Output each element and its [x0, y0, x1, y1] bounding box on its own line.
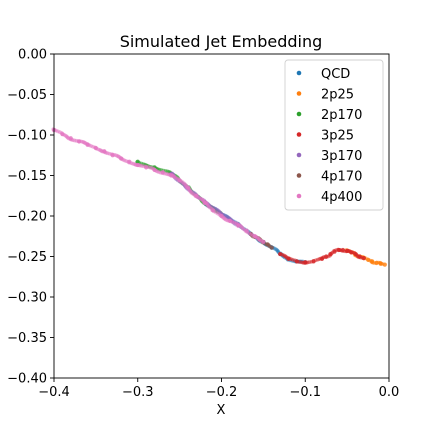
y-tick-label: −0.30 — [7, 291, 47, 306]
legend-label: 2p170 — [321, 108, 362, 123]
data-point — [244, 228, 249, 233]
data-point — [169, 173, 174, 178]
axes: −0.4 −0.3 −0.2 −0.1 0.0 0.00 −0.05 −0.10 −0.15 −0… — [7, 48, 399, 401]
data-point — [324, 254, 329, 259]
legend-marker — [296, 70, 302, 76]
data-point — [261, 239, 266, 245]
legend-label: 4p170 — [321, 170, 362, 185]
y-tick-label: −0.25 — [7, 250, 47, 265]
data-point — [365, 257, 371, 262]
legend-entry-2p25: 2p25 — [296, 88, 354, 103]
legend-entry-qcd: QCD — [296, 67, 350, 82]
data-point — [278, 251, 283, 257]
series-4p400 — [51, 127, 266, 245]
data-point — [85, 142, 90, 147]
data-point — [319, 256, 325, 262]
data-point — [236, 223, 241, 228]
data-point — [336, 247, 341, 253]
data-point — [118, 156, 124, 161]
data-point — [211, 208, 216, 213]
data-point — [345, 248, 350, 253]
y-tick-label: −0.05 — [7, 88, 47, 103]
data-points — [51, 127, 387, 267]
legend: QCD 2p25 2p170 3p25 3p170 4p170 4p400 — [284, 59, 384, 211]
legend-marker — [296, 111, 302, 117]
data-point — [269, 245, 274, 250]
data-point — [152, 167, 157, 172]
data-point — [332, 249, 337, 254]
x-tick-label: −0.4 — [38, 385, 70, 400]
data-point — [286, 256, 291, 262]
data-point — [60, 132, 65, 137]
legend-box — [284, 59, 384, 211]
data-point — [93, 145, 98, 151]
legend-label: 3p170 — [321, 149, 362, 164]
data-point — [349, 250, 354, 255]
x-tick-label: −0.2 — [206, 385, 238, 400]
y-tick-label: −0.10 — [7, 129, 47, 144]
data-point — [294, 259, 299, 264]
data-point — [311, 259, 316, 264]
data-point — [160, 170, 165, 175]
chart-title: Simulated Jet Embedding — [120, 32, 323, 51]
legend-entry-3p170: 3p170 — [296, 149, 362, 164]
legend-marker — [296, 152, 302, 158]
data-point — [144, 165, 149, 170]
y-tick-label: −0.35 — [7, 331, 47, 346]
data-point — [177, 178, 182, 183]
legend-marker — [296, 173, 302, 178]
data-point — [219, 213, 224, 219]
data-point — [102, 149, 107, 154]
data-point — [127, 159, 132, 164]
data-point — [382, 262, 387, 267]
data-point — [202, 200, 207, 206]
data-point — [252, 234, 258, 239]
legend-entry-4p170: 4p170 — [296, 170, 362, 185]
legend-label: 3p25 — [321, 129, 354, 144]
data-point — [110, 153, 115, 158]
data-point — [353, 251, 358, 257]
y-tick-label: −0.40 — [7, 372, 47, 387]
y-tick-label: 0.00 — [18, 48, 47, 63]
legend-entry-3p25: 3p25 — [296, 129, 354, 144]
data-point — [77, 139, 82, 144]
x-tick-label: −0.1 — [289, 385, 321, 400]
data-point — [357, 254, 362, 259]
data-point — [374, 260, 379, 266]
data-point — [378, 261, 383, 266]
data-point — [135, 162, 140, 168]
series-3p25 — [278, 247, 366, 265]
data-point — [185, 185, 191, 190]
x-tick-label: −0.3 — [122, 385, 154, 400]
y-tick-label: −0.15 — [7, 169, 47, 184]
x-axis-label: X — [217, 403, 226, 418]
legend-marker — [296, 132, 302, 137]
legend-label: 2p25 — [321, 88, 354, 103]
x-tick-label: 0.0 — [379, 385, 400, 400]
data-point — [340, 247, 346, 253]
data-point — [135, 159, 140, 164]
legend-label: QCD — [321, 67, 350, 82]
data-point — [68, 136, 73, 141]
data-point — [370, 259, 375, 264]
legend-label: 4p400 — [321, 190, 362, 205]
data-point — [265, 242, 270, 247]
data-point — [361, 256, 366, 261]
legend-marker — [296, 193, 302, 199]
y-tick-label: −0.20 — [7, 210, 47, 225]
data-point — [194, 193, 199, 198]
data-point — [303, 260, 308, 265]
legend-entry-4p400: 4p400 — [296, 190, 362, 205]
legend-entry-2p170: 2p170 — [296, 108, 362, 123]
data-point — [328, 251, 333, 257]
legend-marker — [296, 91, 302, 96]
data-point — [227, 218, 232, 223]
